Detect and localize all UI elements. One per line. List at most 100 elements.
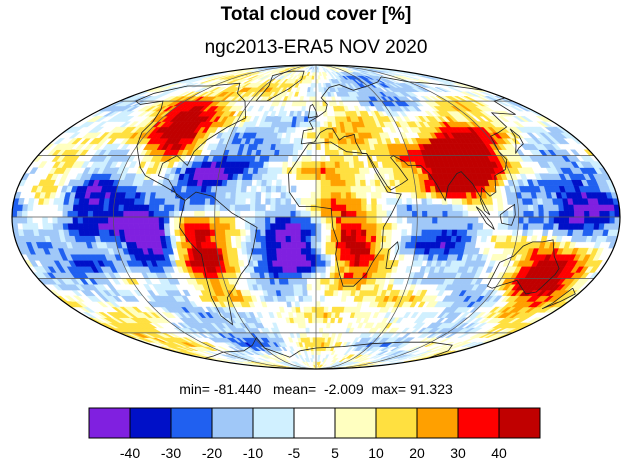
- field-cell: [311, 306, 317, 313]
- field-cell: [244, 204, 251, 212]
- field-cell: [194, 198, 201, 205]
- field-cell: [265, 191, 272, 199]
- field-cell: [315, 185, 322, 193]
- field-cell: [153, 204, 160, 212]
- field-cell: [375, 191, 382, 199]
- field-cell: [548, 222, 555, 230]
- field-cell: [306, 155, 312, 162]
- field-cell: [400, 241, 407, 249]
- field-cell: [139, 198, 146, 205]
- field-cell: [406, 204, 413, 212]
- field-cell: [317, 75, 321, 80]
- field-cell: [97, 216, 104, 224]
- field-cell: [278, 149, 285, 156]
- field-cell: [310, 247, 317, 255]
- field-cell: [431, 204, 438, 212]
- field-cell: [344, 260, 351, 267]
- field-cell: [276, 247, 282, 255]
- field-cell: [283, 143, 290, 150]
- field-cell: [344, 173, 351, 180]
- field-cell: [294, 354, 300, 359]
- field-cell: [325, 222, 332, 230]
- field-cell: [108, 210, 114, 218]
- field-cell: [283, 278, 289, 285]
- field-cell: [303, 116, 309, 122]
- field-cell: [243, 361, 262, 365]
- field-cell: [350, 198, 357, 205]
- field-cell: [301, 167, 307, 174]
- field-cell: [295, 121, 301, 128]
- field-cell: [593, 260, 603, 267]
- field-cell: [350, 247, 356, 255]
- field-cell: [361, 210, 367, 218]
- field-cell: [220, 241, 227, 249]
- field-cell: [310, 229, 317, 236]
- field-cell: [307, 306, 313, 313]
- field-cell: [280, 222, 286, 230]
- field-cell: [325, 210, 332, 218]
- field-cell: [366, 229, 372, 236]
- field-cell: [461, 229, 468, 236]
- field-cell: [257, 260, 264, 267]
- field-cell: [436, 222, 443, 230]
- field-cell: [528, 210, 535, 218]
- field-cell: [280, 229, 287, 236]
- field-cell: [396, 216, 403, 224]
- field-cell: [98, 204, 105, 212]
- field-cell: [282, 155, 289, 162]
- field-cell: [457, 210, 464, 218]
- field-cell: [311, 132, 317, 139]
- field-cell: [204, 204, 211, 212]
- field-cell: [287, 272, 294, 279]
- field-cell: [149, 198, 156, 205]
- field-cell: [12, 216, 18, 224]
- field-cell: [27, 198, 35, 205]
- field-cell: [376, 216, 383, 224]
- field-cell: [275, 222, 281, 230]
- field-cell: [317, 350, 322, 355]
- field-cell: [341, 210, 347, 218]
- field-cell: [300, 198, 307, 205]
- field-cell: [370, 241, 377, 249]
- field-cell: [361, 216, 367, 224]
- field-cell: [27, 204, 34, 212]
- field-cell: [279, 306, 285, 313]
- field-cell: [288, 284, 295, 291]
- field-cell: [320, 155, 326, 162]
- field-cell: [416, 222, 423, 230]
- field-cell: [301, 155, 307, 162]
- field-cell: [21, 210, 28, 218]
- field-cell: [123, 229, 131, 236]
- field-cell: [271, 173, 278, 180]
- field-cell: [306, 284, 312, 291]
- field-cell: [330, 167, 336, 174]
- field-cell: [558, 222, 565, 230]
- field-cell: [337, 317, 343, 324]
- field-cell: [325, 260, 331, 267]
- field-cell: [184, 222, 191, 230]
- field-cell: [303, 312, 309, 318]
- field-cell: [307, 132, 313, 139]
- field-cell: [315, 278, 321, 285]
- field-cell: [287, 149, 294, 156]
- field-cell: [229, 198, 236, 205]
- field-cell: [92, 210, 99, 218]
- field-cell: [306, 272, 312, 279]
- field-cell: [324, 332, 330, 338]
- field-cell: [380, 241, 387, 249]
- field-cell: [452, 204, 458, 212]
- field-cell: [558, 216, 565, 224]
- field-cell: [310, 83, 314, 88]
- field-cell: [103, 198, 111, 205]
- field-cell: [224, 229, 231, 236]
- field-cell: [297, 284, 303, 291]
- field-cell: [330, 346, 335, 351]
- field-cell: [467, 216, 474, 224]
- field-cell: [179, 235, 187, 243]
- field-cell: [289, 346, 295, 351]
- field-cell: [128, 222, 135, 230]
- field-cell: [194, 229, 201, 236]
- field-cell: [153, 216, 160, 224]
- field-cell: [426, 229, 433, 236]
- field-cell: [447, 204, 453, 212]
